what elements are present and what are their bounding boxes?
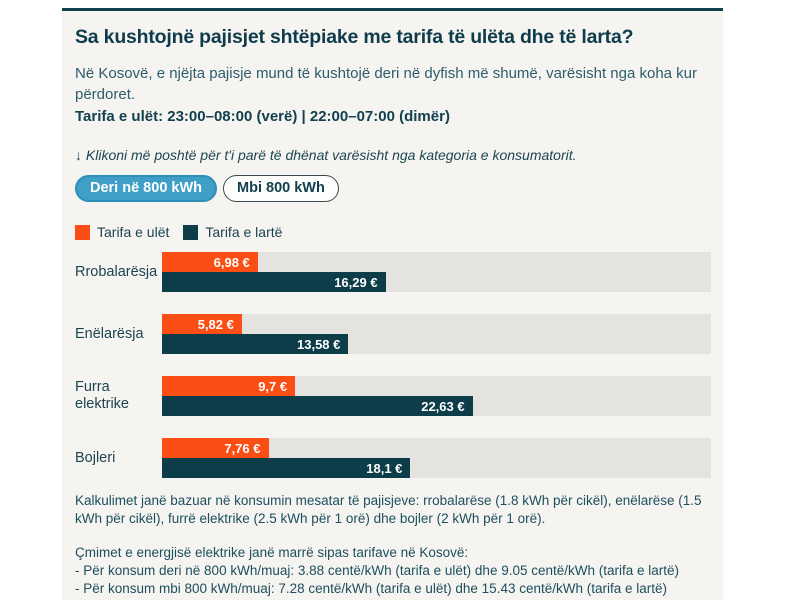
footnote-prices-over-800: - Për konsum mbi 800 kWh/muaj: 7.28 cent… xyxy=(75,581,668,596)
bar-value-label: 16,29 € xyxy=(334,274,378,290)
footnote-consumption: Kalkulimet janë bazuar në konsumin mesat… xyxy=(75,493,702,526)
subtitle: Në Kosovë, e njëjta pajisje mund të kush… xyxy=(75,65,698,103)
bar-track: 5,82 € 13,58 € xyxy=(162,314,711,354)
legend-label-high-tariff: Tarifa e lartë xyxy=(205,224,283,240)
chart-row: Furra elektrike 9,7 € 22,63 € xyxy=(75,376,711,416)
legend: Tarifa e ulët Tarifa e lartë xyxy=(75,224,711,240)
bar-low-tariff: 9,7 € xyxy=(162,376,296,396)
bar-low-tariff: 7,76 € xyxy=(162,438,269,458)
footnote-prices-intro: Çmimet e energjisë elektrike janë marrë … xyxy=(75,545,469,560)
bar-value-label: 6,98 € xyxy=(213,254,250,270)
bar-value-label: 13,58 € xyxy=(297,336,341,352)
bar-value-label: 7,76 € xyxy=(224,440,261,456)
bar-high-tariff: 13,58 € xyxy=(162,334,349,354)
bar-low-tariff: 6,98 € xyxy=(162,252,258,272)
toggle-deri-800-button[interactable]: Deri në 800 kWh xyxy=(75,175,218,202)
bar-high-tariff: 18,1 € xyxy=(162,458,411,478)
legend-swatch-low-tariff xyxy=(75,224,90,240)
chart-row: Rrobalarësja 6,98 € 16,29 € xyxy=(75,252,711,292)
legend-swatch-high-tariff xyxy=(183,224,199,240)
bar-high-tariff: 16,29 € xyxy=(162,272,386,292)
consumer-category-toggle: Deri në 800 kWh Mbi 800 kWh xyxy=(75,175,711,202)
category-label: Enëlarësja xyxy=(75,325,144,342)
bar-value-label: 22,63 € xyxy=(421,398,465,414)
bar-low-tariff: 5,82 € xyxy=(162,314,242,334)
bar-chart: Rrobalarësja 6,98 € 16,29 € Enëlarësja 5,82 … xyxy=(75,252,711,478)
bar-track: 9,7 € 22,63 € xyxy=(162,376,711,416)
category-label: Rrobalarësja xyxy=(75,263,158,280)
bar-value-label: 18,1 € xyxy=(366,460,403,476)
toggle-mbi-800-button[interactable]: Mbi 800 kWh xyxy=(223,175,339,202)
page-title: Sa kushtojnë pajisjet shtëpiake me tarif… xyxy=(75,26,634,48)
tariff-hours-note: Tarifa e ulët: 23:00–08:00 (verë) | 22:0… xyxy=(75,108,450,125)
chart-row: Enëlarësja 5,82 € 13,58 € xyxy=(75,314,711,354)
footnote-prices-under-800: - Për konsum deri në 800 kWh/muaj: 3.88 … xyxy=(75,563,680,578)
category-label: Bojleri xyxy=(75,449,116,466)
bar-value-label: 9,7 € xyxy=(258,378,288,394)
bar-high-tariff: 22,63 € xyxy=(162,396,473,416)
footnote-prices: Çmimet e energjisë elektrike janë marrë … xyxy=(75,544,711,598)
bar-track: 7,76 € 18,1 € xyxy=(162,438,711,478)
chart-card: Sa kushtojnë pajisjet shtëpiake me tarif… xyxy=(62,8,723,600)
legend-label-low-tariff: Tarifa e ulët xyxy=(97,224,170,240)
chart-row: Bojleri 7,76 € 18,1 € xyxy=(75,438,711,478)
category-label: Furra elektrike xyxy=(75,379,129,412)
bar-value-label: 5,82 € xyxy=(197,316,234,332)
instruction-note: ↓ Klikoni më poshtë për t'i parë të dhën… xyxy=(75,147,577,163)
bar-track: 6,98 € 16,29 € xyxy=(162,252,711,292)
